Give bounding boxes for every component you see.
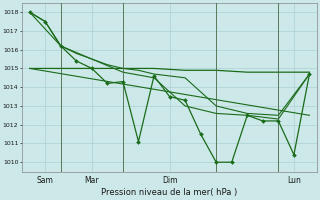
X-axis label: Pression niveau de la mer( hPa ): Pression niveau de la mer( hPa ) xyxy=(101,188,238,197)
